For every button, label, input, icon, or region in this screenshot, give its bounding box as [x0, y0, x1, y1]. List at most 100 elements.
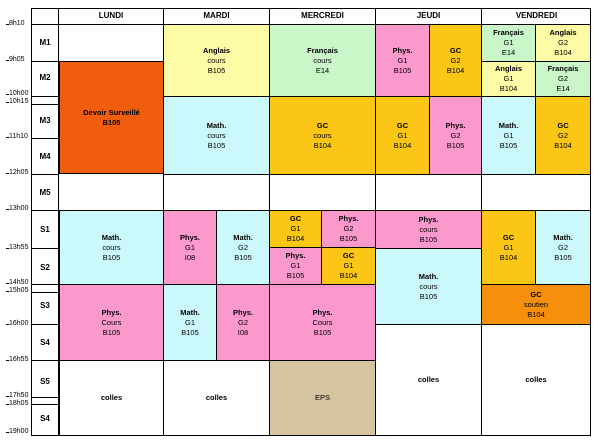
course-group: G1	[503, 38, 514, 47]
course-group: G2	[557, 38, 568, 47]
course-group: G2	[557, 242, 568, 252]
slot-divider	[31, 284, 59, 285]
slot-label-s2: S2	[40, 263, 50, 272]
course-group: G1	[397, 55, 408, 65]
course-eps[interactable]: EPS	[269, 360, 376, 436]
course-gc-g1[interactable]: GC G1 B104	[481, 210, 536, 285]
course-group: G1	[503, 242, 514, 252]
course-group: Cours	[312, 317, 333, 327]
course-room: B105	[207, 140, 226, 150]
course-title: Phys.	[392, 45, 413, 55]
slot-divider	[31, 174, 59, 175]
day-header-jeudi: JEUDI	[416, 11, 441, 20]
course-phys-cours[interactable]: Phys. Cours B105	[269, 284, 376, 361]
time-label: 17h50	[5, 392, 29, 399]
course-title: Phys.	[338, 214, 359, 223]
course-room: B105	[446, 140, 465, 150]
course-title: Devoir Surveillé	[83, 107, 140, 117]
slot-label-m2: M2	[39, 73, 51, 82]
course-gc-soutien[interactable]: GC soutien B104	[481, 284, 591, 325]
course-room: B105	[207, 65, 226, 75]
course-phys-g2[interactable]: Phys. G2 B105	[429, 96, 482, 175]
course-francais-cours[interactable]: Français cours E14	[269, 24, 376, 97]
course-francais-g2[interactable]: Français G2 E14	[535, 61, 591, 97]
course-colles[interactable]: colles	[481, 324, 591, 436]
course-title: Math.	[233, 232, 253, 242]
course-room: B105	[499, 140, 518, 150]
slot-label-s5: S5	[40, 377, 50, 386]
course-group: G2	[450, 55, 461, 65]
slot-label-m3: M3	[39, 116, 51, 125]
slot-column-divider	[58, 8, 59, 436]
course-title: Phys.	[445, 120, 466, 130]
slot-label-m1: M1	[39, 38, 51, 47]
course-colles[interactable]: colles	[163, 360, 270, 436]
course-title: Anglais	[202, 45, 231, 55]
course-phys-g2[interactable]: Phys. G2 I08	[216, 284, 270, 361]
course-group: G1	[184, 317, 195, 327]
course-devoir-surveille[interactable]: Devoir Surveillé B105	[59, 61, 164, 174]
course-math-g1[interactable]: Math. G1 B105	[481, 96, 536, 175]
course-phys-g1[interactable]: Phys. G1 I08	[163, 210, 217, 285]
course-title: colles	[417, 375, 440, 384]
course-group: cours	[313, 130, 332, 140]
slot-divider	[31, 397, 59, 398]
course-gc-g2[interactable]: GC G2 B104	[535, 96, 591, 175]
slot-divider	[31, 61, 59, 62]
slot-label-s1: S1	[40, 225, 50, 234]
course-gc-g1[interactable]: GC G1 B104	[375, 96, 430, 175]
course-math-cours[interactable]: Math. cours B105	[375, 248, 482, 325]
course-title: GC	[449, 45, 462, 55]
course-group: G2	[450, 130, 461, 140]
course-room: B105	[339, 234, 358, 243]
course-math-cours[interactable]: Math. cours B105	[59, 210, 164, 285]
course-title: Phys.	[312, 307, 333, 317]
course-title: GC	[342, 251, 355, 260]
slot-divider	[31, 138, 59, 139]
course-title: GC	[502, 232, 515, 242]
course-room: B104	[339, 271, 358, 280]
course-anglais-g2[interactable]: Anglais G2 B104	[535, 24, 591, 62]
course-math-g2[interactable]: Math. G2 B105	[535, 210, 591, 285]
course-gc-g2[interactable]: GC G2 B104	[429, 24, 482, 97]
course-title: GC	[396, 120, 409, 130]
course-phys-g1[interactable]: Phys. G1 B105	[269, 247, 322, 285]
course-room: B104	[499, 84, 518, 93]
time-label: 14h50	[5, 279, 29, 286]
course-math-cours[interactable]: Math. cours B105	[163, 96, 270, 175]
course-gc-cours[interactable]: GC cours B104	[269, 96, 376, 175]
course-group: cours	[102, 242, 121, 252]
course-phys-cours[interactable]: Phys. cours B105	[375, 210, 482, 249]
time-label: 8h10	[6, 20, 25, 27]
course-phys-cours[interactable]: Phys. Cours B105	[59, 284, 164, 361]
course-room: B105	[234, 252, 252, 262]
course-colles[interactable]: colles	[375, 324, 482, 436]
course-gc-g1[interactable]: GC G1 B104	[269, 210, 322, 248]
course-room: B104	[554, 140, 572, 150]
course-title: Math.	[553, 232, 573, 242]
time-label: 11h10	[6, 133, 28, 140]
course-room: B104	[446, 65, 465, 75]
course-group: G1	[397, 130, 408, 140]
time-label: 12h05	[5, 169, 29, 176]
course-anglais-g1[interactable]: Anglais G1 B104	[481, 61, 536, 97]
course-anglais-cours[interactable]: Anglais cours B105	[163, 24, 270, 97]
slot-label-m4: M4	[39, 152, 51, 161]
course-room: B104	[393, 140, 412, 150]
course-phys-g1[interactable]: Phys. G1 B105	[375, 24, 430, 97]
slot-divider	[31, 324, 59, 325]
course-room: B105	[419, 234, 438, 244]
day-header-vendredi: VENDREDI	[515, 11, 558, 20]
course-title: Anglais	[549, 28, 577, 37]
course-title: Anglais	[494, 64, 523, 73]
course-group: cours	[419, 281, 438, 291]
course-colles[interactable]: colles	[59, 360, 164, 436]
course-room: B105	[181, 327, 199, 337]
course-math-g1[interactable]: Math. G1 B105	[163, 284, 217, 361]
slot-label-s4: S4	[40, 338, 50, 347]
course-math-g2[interactable]: Math. G2 B105	[216, 210, 270, 285]
course-francais-g1[interactable]: Français G1 E14	[481, 24, 536, 62]
course-group: G2	[237, 317, 248, 327]
course-phys-g2[interactable]: Phys. G2 B105	[321, 210, 376, 248]
course-gc-g1[interactable]: GC G1 B104	[321, 247, 376, 285]
